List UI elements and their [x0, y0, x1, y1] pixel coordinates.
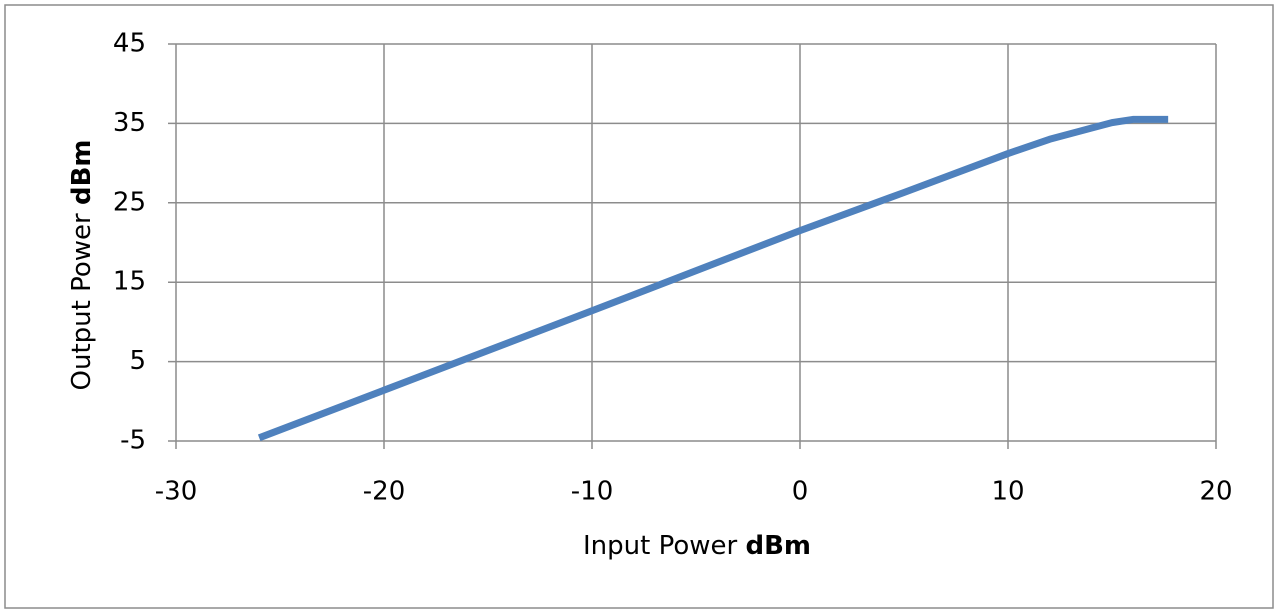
y-tick-label: 45: [113, 29, 146, 59]
x-axis-label-text: Input Power: [583, 531, 738, 561]
x-axis-label: Input Power dBm: [583, 531, 811, 561]
y-tick-label: 15: [113, 267, 146, 297]
plot-area: -5 5 15 25 35 45 -30 -20 -10 0 10 20: [113, 29, 1233, 507]
x-tick-label: 20: [1199, 477, 1232, 507]
y-tick-label: 35: [113, 108, 146, 138]
y-tick-label: -5: [120, 426, 146, 456]
y-axis-label-text: Output Power: [67, 213, 97, 390]
y-tick-label: 25: [113, 187, 146, 217]
y-axis-label-unit: dBm: [67, 140, 97, 206]
chart-border: [4, 4, 1274, 609]
x-tick-label: 0: [792, 477, 809, 507]
y-tick-label: 5: [129, 346, 146, 376]
x-axis-label-unit: dBm: [745, 531, 811, 561]
x-tick-label: -30: [155, 477, 197, 507]
x-tick-label: 10: [991, 477, 1024, 507]
data-line: [257, 115, 1169, 442]
y-axis-label: Output Power dBm: [67, 140, 97, 391]
x-tick-label: -10: [571, 477, 613, 507]
x-tick-label: -20: [363, 477, 405, 507]
